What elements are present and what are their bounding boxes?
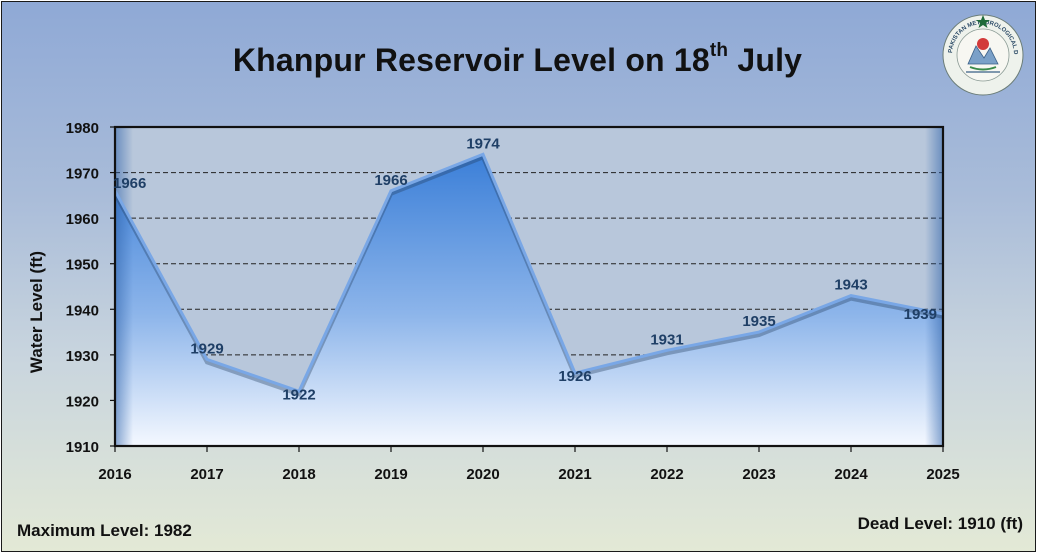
pmd-logo-icon: PAKISTAN METEOROLOGICAL DEPARTMENT xyxy=(940,12,1024,96)
data-label: 1966 xyxy=(374,172,407,189)
axes: 1910 1920 1930 1940 1950 1960 1970 1980 2016 2017… xyxy=(66,120,960,483)
data-label: 1935 xyxy=(742,313,775,330)
y-tick-label: 1940 xyxy=(66,302,99,319)
y-tick-label: 1970 xyxy=(66,166,99,183)
y-tick-label: 1950 xyxy=(66,257,99,274)
y-tick-label: 1930 xyxy=(66,348,99,365)
x-tick-label: 2025 xyxy=(926,466,959,483)
data-label: 1939 xyxy=(904,306,937,323)
chart-title: Khanpur Reservoir Level on 18th July xyxy=(232,40,803,78)
x-tick-label: 2022 xyxy=(650,466,683,483)
x-tick-label: 2017 xyxy=(190,466,223,483)
data-label: 1931 xyxy=(650,331,683,348)
area-edge-shade xyxy=(115,127,133,446)
x-tick-label: 2019 xyxy=(374,466,407,483)
area-series xyxy=(115,127,943,446)
area-fill xyxy=(115,154,943,446)
data-label: 1929 xyxy=(190,340,223,357)
x-tick-label: 2018 xyxy=(282,466,315,483)
area-top-line xyxy=(115,152,943,394)
data-label: 1943 xyxy=(834,277,867,294)
data-labels: 1966 1929 1922 1966 1974 1926 1931 1935 1943 1939 xyxy=(113,135,937,403)
data-label: 1966 xyxy=(113,175,146,192)
data-label: 1974 xyxy=(466,135,500,152)
y-tick-label: 1960 xyxy=(66,211,99,228)
plot-border xyxy=(113,125,945,448)
y-tick-label: 1910 xyxy=(66,439,99,456)
x-tick-label: 2016 xyxy=(98,466,131,483)
area-edge-shade xyxy=(925,127,943,446)
y-tick-label: 1920 xyxy=(66,393,99,410)
x-tick-label: 2020 xyxy=(466,466,499,483)
maximum-level-note: Maximum Level: 1982 xyxy=(17,521,192,540)
dead-level-note: Dead Level: 1910 (ft) xyxy=(857,514,1023,533)
data-label: 1922 xyxy=(282,386,315,403)
x-tick-label: 2023 xyxy=(742,466,775,483)
data-label: 1926 xyxy=(558,368,591,385)
y-tick-label: 1980 xyxy=(66,120,99,137)
x-tick-label: 2021 xyxy=(558,466,591,483)
x-tick-label: 2024 xyxy=(834,466,868,483)
